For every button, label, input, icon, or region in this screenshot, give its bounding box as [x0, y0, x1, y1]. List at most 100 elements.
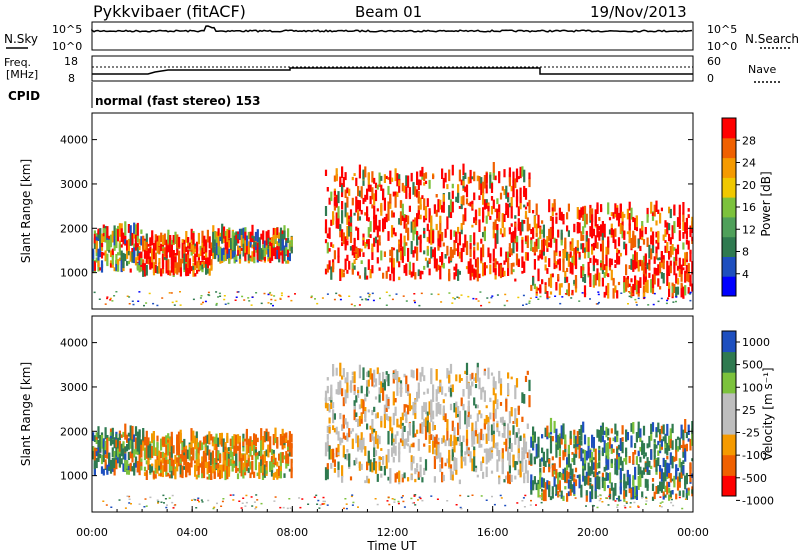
- power-cell: [188, 243, 191, 249]
- power-cell: [501, 233, 504, 238]
- power-cell: [287, 237, 290, 243]
- velocity-cell: [451, 384, 454, 393]
- power-cell: [192, 265, 195, 270]
- velocity-cell: [482, 386, 485, 393]
- velocity-cell: [465, 362, 469, 376]
- velocity-cell: [662, 491, 665, 497]
- velocity-cell: [625, 481, 628, 489]
- power-cell: [134, 257, 138, 266]
- velocity-cell: [396, 431, 399, 436]
- velocity-cell: [435, 434, 438, 447]
- power-cell: [339, 227, 342, 238]
- power-cell: [528, 199, 531, 213]
- power-cell: [587, 251, 590, 259]
- power-cell: [587, 238, 590, 252]
- power-cell: [330, 219, 333, 226]
- velocity-cell: [199, 463, 202, 468]
- power-cell: [514, 221, 517, 233]
- power-cell: [641, 260, 644, 271]
- power-cell: [99, 247, 102, 258]
- power-cell: [537, 214, 540, 229]
- velocity-cell: [458, 479, 461, 485]
- velocity-cell: [662, 457, 665, 467]
- power-clutter: [267, 302, 270, 304]
- velocity-cell: [650, 449, 653, 460]
- velocity-cell: [659, 449, 662, 454]
- power-cell: [530, 240, 533, 252]
- power-clutter: [430, 293, 433, 295]
- velocity-cell: [555, 444, 558, 458]
- power-cell: [492, 172, 495, 180]
- power-cell: [133, 249, 136, 264]
- power-cell: [100, 243, 104, 251]
- power-cell: [476, 175, 479, 182]
- velocity-cell: [261, 465, 265, 473]
- power-cell: [260, 248, 263, 258]
- velocity-cell: [204, 453, 207, 462]
- power-cell: [405, 186, 408, 199]
- velocity-cell: [473, 446, 476, 451]
- velocity-cell: [664, 467, 667, 482]
- velocity-cell: [432, 384, 435, 394]
- velocity-cell: [569, 463, 572, 476]
- power-cell: [190, 252, 193, 256]
- velocity-cell: [364, 480, 367, 484]
- velocity-clutter: [374, 498, 377, 500]
- velocity-cell: [519, 435, 522, 441]
- power-cell: [566, 267, 569, 272]
- velocity-cell: [569, 435, 572, 444]
- power-cell: [221, 248, 224, 252]
- power-cell: [535, 223, 538, 234]
- velocity-clutter: [516, 502, 519, 504]
- power-cell: [626, 276, 629, 283]
- power-cell: [469, 201, 472, 207]
- velocity-cell: [535, 443, 538, 457]
- power-cell: [421, 166, 424, 177]
- velocity-cell: [578, 429, 581, 436]
- power-clutter: [596, 303, 599, 305]
- velocity-cell: [607, 473, 610, 481]
- power-cell: [235, 234, 238, 240]
- velocity-cell: [160, 438, 163, 451]
- power-cell: [580, 231, 583, 241]
- velocity-cell: [530, 455, 533, 464]
- velocity-cell: [396, 472, 399, 479]
- velocity-cell: [335, 389, 338, 395]
- power-cell: [190, 243, 193, 250]
- velocity-cell: [421, 405, 424, 420]
- velocity-cell: [637, 476, 640, 490]
- power-cell: [339, 224, 342, 231]
- velocity-clutter: [229, 494, 232, 496]
- power-cell: [569, 244, 572, 251]
- velocity-cell: [544, 482, 547, 491]
- velocity-cell: [542, 452, 545, 467]
- freq-tick-right-top: 60: [707, 55, 721, 68]
- power-cell: [439, 220, 442, 235]
- power-cell: [335, 220, 338, 229]
- power-cell: [95, 233, 98, 237]
- velocity-clutter: [601, 501, 604, 503]
- velocity-cell: [233, 445, 236, 456]
- power-cell: [598, 217, 601, 221]
- power-cell: [535, 233, 538, 237]
- power-cell: [664, 229, 667, 237]
- velocity-cell: [430, 434, 433, 440]
- power-cell: [566, 276, 569, 283]
- velocity-cell: [407, 443, 410, 447]
- power-cell: [471, 204, 474, 209]
- velocity-cell: [494, 408, 497, 419]
- velocity-cell: [224, 446, 227, 451]
- velocity-cell: [641, 491, 644, 498]
- power-cell: [263, 257, 266, 261]
- velocity-cell: [519, 470, 522, 477]
- power-cell: [460, 179, 463, 186]
- velocity-cell: [660, 425, 663, 434]
- power-clutter: [179, 291, 181, 293]
- velocity-cell: [122, 448, 125, 460]
- power-cell: [437, 230, 440, 242]
- velocity-cell: [634, 485, 637, 499]
- power-clutter: [98, 298, 101, 300]
- power-cell: [158, 243, 161, 255]
- power-cell: [383, 174, 386, 183]
- power-cell: [462, 163, 465, 176]
